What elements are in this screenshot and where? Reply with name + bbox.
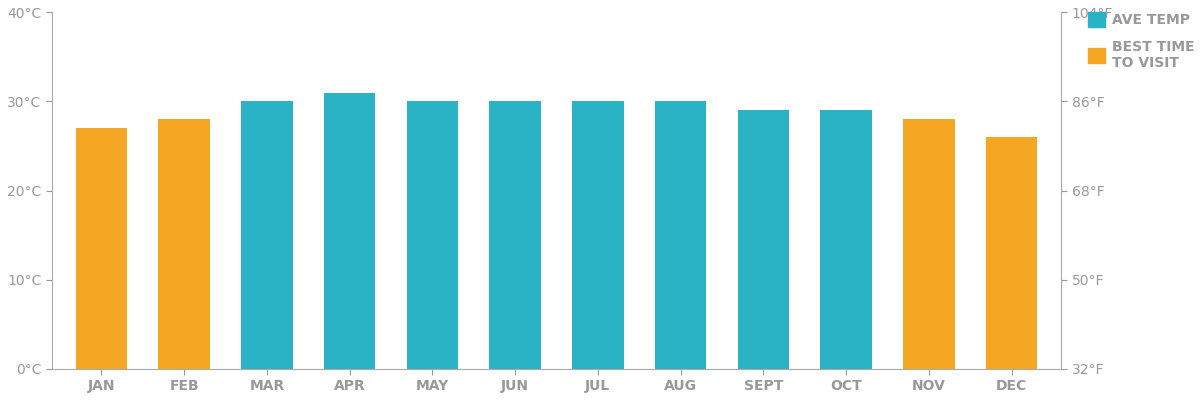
Bar [655, 102, 707, 369]
Bar [241, 102, 293, 369]
Bar [407, 102, 458, 369]
Bar [490, 102, 541, 369]
Bar [158, 119, 210, 369]
Bar [324, 92, 376, 369]
Bar [572, 102, 624, 369]
Bar [821, 110, 871, 369]
Bar [738, 110, 790, 369]
Bar [76, 128, 127, 369]
Bar [986, 137, 1037, 369]
Legend: AVE TEMP, BEST TIME
TO VISIT: AVE TEMP, BEST TIME TO VISIT [1088, 12, 1195, 70]
Bar [904, 119, 954, 369]
